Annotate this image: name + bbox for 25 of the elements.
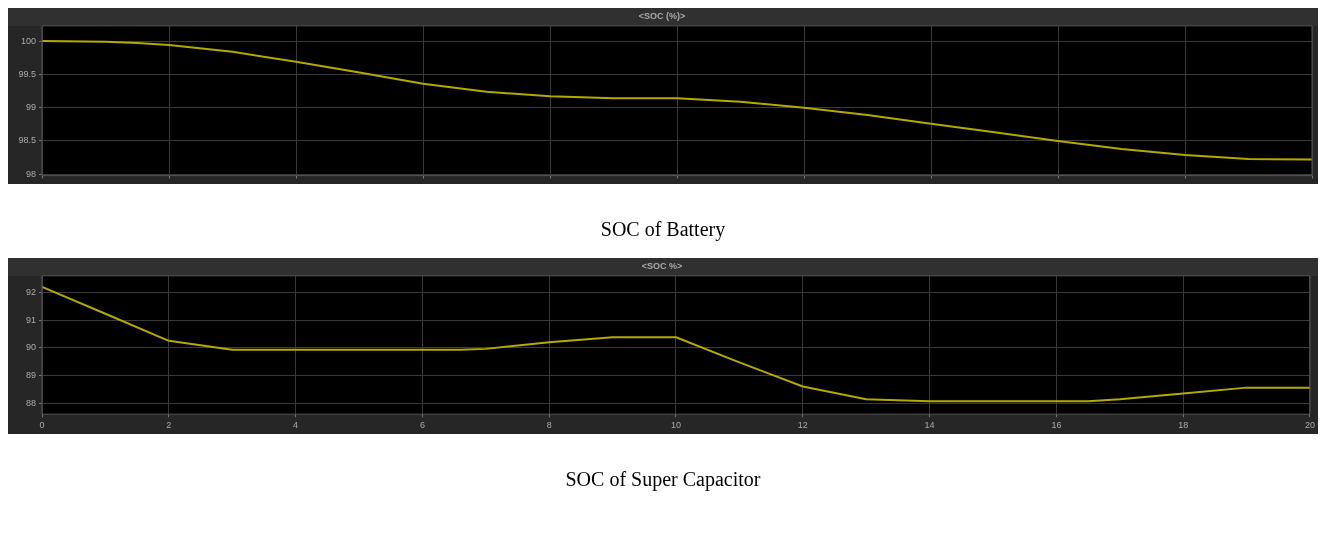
x-tick-label: 10 xyxy=(670,420,682,431)
x-tick-label: 12 xyxy=(797,420,808,431)
y-tick-label: 98 xyxy=(25,168,36,179)
y-tick-label: 91 xyxy=(25,314,36,325)
y-tick-label: 89 xyxy=(25,369,36,380)
x-tick-label: 2 xyxy=(166,420,172,431)
chart-title: <SOC (%)> xyxy=(638,10,686,21)
text: SOC of Super Capacitor xyxy=(564,468,762,493)
x-tick-label: 0 xyxy=(39,420,45,431)
y-tick-label: 98.5 xyxy=(18,135,36,146)
text: SOC of Battery xyxy=(599,218,727,243)
x-tick-label: 6 xyxy=(419,420,425,431)
y-tick-label: 88 xyxy=(25,397,36,408)
y-tick-label: 100 xyxy=(20,35,36,46)
x-tick-label: 8 xyxy=(546,420,552,431)
y-tick-label: 92 xyxy=(25,286,36,297)
x-tick-label: 18 xyxy=(1178,420,1189,431)
y-tick-label: 90 xyxy=(25,342,36,353)
y-tick-label: 99 xyxy=(25,102,36,113)
x-tick-label: 20 xyxy=(1304,420,1315,431)
x-tick-label: 4 xyxy=(293,420,299,431)
chart-title: <SOC %> xyxy=(641,260,683,271)
y-tick-label: 99.5 xyxy=(18,68,36,79)
x-tick-label: 14 xyxy=(924,420,935,431)
x-tick-label: 16 xyxy=(1051,420,1062,431)
